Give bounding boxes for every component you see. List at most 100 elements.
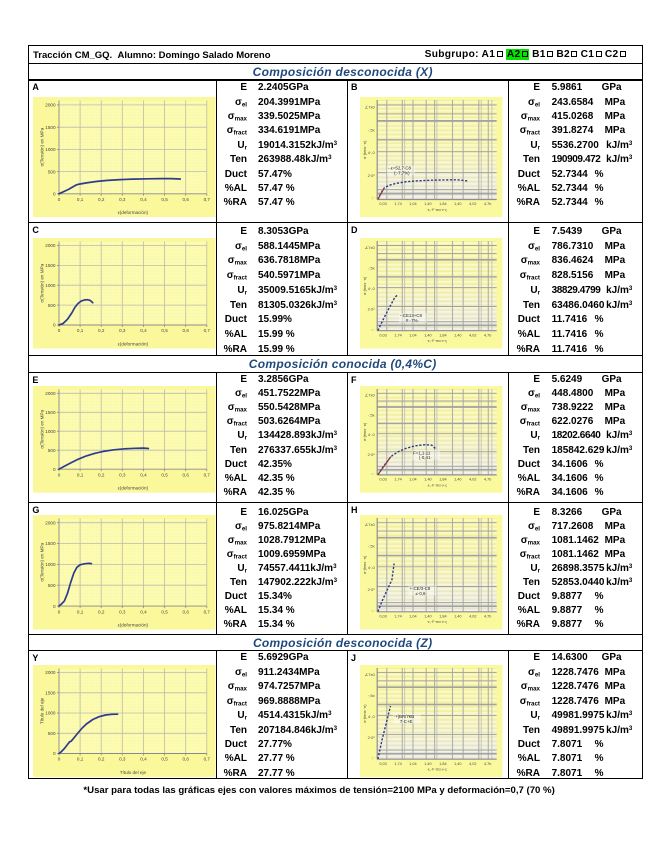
svg-text:·;5x: ·;5x xyxy=(368,412,375,417)
svg-text:1,74: 1,74 xyxy=(395,333,402,337)
svg-text:1,40: 1,40 xyxy=(454,202,461,206)
svg-text:4,02: 4,02 xyxy=(469,477,476,481)
svg-text:ε(deformación): ε(deformación) xyxy=(118,210,149,215)
svg-text:1,04: 1,04 xyxy=(410,614,417,618)
svg-text:0,1: 0,1 xyxy=(77,472,84,477)
svg-text:1,40: 1,40 xyxy=(454,333,461,337)
svg-text:·ε,·F·πα·ν·ς: ·ε,·F·πα·ν·ς xyxy=(427,482,447,487)
svg-text:0,1: 0,1 xyxy=(77,328,84,333)
svg-text:1500: 1500 xyxy=(45,541,56,546)
svg-text:0,2: 0,2 xyxy=(98,328,105,333)
svg-text:0,4: 0,4 xyxy=(140,472,147,477)
svg-text:0,2: 0,2 xyxy=(98,757,105,762)
svg-text:4,02: 4,02 xyxy=(469,762,476,766)
svg-text:·,·: ·,· xyxy=(371,195,375,200)
svg-text:·,·: ·,· xyxy=(371,607,375,612)
svg-text:1,74: 1,74 xyxy=(395,202,402,206)
svg-text:0,2: 0,2 xyxy=(98,609,105,614)
svg-text:1,74: 1,74 xyxy=(395,477,402,481)
svg-text:2·0¹: 2·0¹ xyxy=(368,452,376,457)
svg-text:0,4: 0,4 xyxy=(140,197,147,202)
svg-text:0: 0 xyxy=(58,757,61,762)
svg-text:0,2: 0,2 xyxy=(98,197,105,202)
svg-text:1500: 1500 xyxy=(45,410,56,415)
svg-text:1,84: 1,84 xyxy=(439,333,446,337)
svg-text:σ(Tensión) en MPa: σ(Tensión) en MPa xyxy=(40,263,45,302)
svg-text:500: 500 xyxy=(48,731,56,736)
svg-text:0,5: 0,5 xyxy=(161,609,168,614)
svg-text:0,4: 0,4 xyxy=(140,757,147,762)
svg-text:2000: 2000 xyxy=(45,520,56,525)
svg-text:σ·(tens··n): σ·(tens··n) xyxy=(362,555,367,574)
svg-text:4·,0: 4·,0 xyxy=(368,286,376,291)
svg-text:(·0,41·: (·0,41· xyxy=(419,455,432,460)
svg-text:7·C+E: 7·C+E xyxy=(400,719,413,724)
svg-text:0,6: 0,6 xyxy=(183,328,190,333)
svg-text:∠7x0: ∠7x0 xyxy=(365,104,376,109)
svg-text:ε(deformación): ε(deformación) xyxy=(118,622,149,627)
svg-text:4·,0: 4·,0 xyxy=(368,150,376,155)
svg-text:1,40: 1,40 xyxy=(454,762,461,766)
svg-text:2·0¹: 2·0¹ xyxy=(368,307,376,312)
svg-text:0,5: 0,5 xyxy=(161,757,168,762)
svg-text:·ε,·F·πα·ν·ς: ·ε,·F·πα·ν·ς xyxy=(427,619,447,624)
svg-text:1,84: 1,84 xyxy=(439,614,446,618)
svg-text:4,7b: 4,7b xyxy=(484,202,491,206)
svg-text:500: 500 xyxy=(48,583,56,588)
svg-text:0,4: 0,4 xyxy=(140,609,147,614)
svg-text:0,6: 0,6 xyxy=(183,197,190,202)
svg-text:0,4: 0,4 xyxy=(140,328,147,333)
svg-text:0,03: 0,03 xyxy=(380,333,387,337)
svg-text:0: 0 xyxy=(53,467,56,472)
svg-text:0: 0 xyxy=(53,604,56,609)
svg-text:2·0¹: 2·0¹ xyxy=(368,173,376,178)
svg-text:0,3: 0,3 xyxy=(119,757,126,762)
svg-text:4,7b: 4,7b xyxy=(484,333,491,337)
svg-text:·;5x: ·;5x xyxy=(368,693,375,698)
svg-text:0,7: 0,7 xyxy=(204,197,211,202)
svg-text:2000: 2000 xyxy=(45,102,56,107)
svg-text:0: 0 xyxy=(58,197,61,202)
svg-text:1500: 1500 xyxy=(45,263,56,268)
svg-text:·;5x: ·;5x xyxy=(368,544,375,549)
svg-text:-·ε=52,7·C8: -·ε=52,7·C8 xyxy=(388,165,412,170)
svg-text:Título del eje: Título del eje xyxy=(120,770,147,775)
svg-text:ε(deformación): ε(deformación) xyxy=(118,341,149,346)
svg-text:4,02: 4,02 xyxy=(469,202,476,206)
svg-text:0,5: 0,5 xyxy=(161,328,168,333)
svg-text:0,7: 0,7 xyxy=(204,472,211,477)
svg-text:0,3: 0,3 xyxy=(119,472,126,477)
svg-text:0: 0 xyxy=(53,191,56,196)
svg-text:1,84: 1,84 xyxy=(439,202,446,206)
svg-text:1000: 1000 xyxy=(45,562,56,567)
svg-text:4,02: 4,02 xyxy=(469,333,476,337)
svg-text:1000: 1000 xyxy=(45,429,56,434)
svg-text:σ(Tensión) en MPa: σ(Tensión) en MPa xyxy=(40,409,45,448)
svg-text:·,·: ·,· xyxy=(371,326,375,331)
svg-text:0: 0 xyxy=(58,472,61,477)
svg-text:1500: 1500 xyxy=(45,691,56,696)
svg-text:0,3: 0,3 xyxy=(119,609,126,614)
svg-text:4·,0: 4·,0 xyxy=(368,714,376,719)
svg-text:+·CE/3-C8: +·CE/3-C8 xyxy=(410,586,431,591)
svg-text:·;5x: ·;5x xyxy=(368,265,375,270)
svg-text:0,1: 0,1 xyxy=(77,197,84,202)
svg-text:0,7: 0,7 xyxy=(204,757,211,762)
svg-text:4,7b: 4,7b xyxy=(484,614,491,618)
svg-text:1,40: 1,40 xyxy=(425,333,432,337)
svg-text:1,74: 1,74 xyxy=(395,762,402,766)
svg-text:4,7b: 4,7b xyxy=(484,762,491,766)
svg-text:∠7x0: ∠7x0 xyxy=(365,672,376,677)
svg-text:σ·(tens··n): σ·(tens··n) xyxy=(362,422,367,441)
svg-text:500: 500 xyxy=(48,303,56,308)
svg-text:0,6: 0,6 xyxy=(183,609,190,614)
svg-text:·,·: ·,· xyxy=(371,755,375,760)
svg-text:0,5: 0,5 xyxy=(161,197,168,202)
svg-text:4·,0: 4·,0 xyxy=(368,432,376,437)
svg-text:0,7: 0,7 xyxy=(204,609,211,614)
svg-text:∠7x0: ∠7x0 xyxy=(365,245,376,250)
svg-text:σ·(tens··n): σ·(tens··n) xyxy=(362,276,367,295)
svg-text:0: 0 xyxy=(53,751,56,756)
svg-text:4·,0: 4·,0 xyxy=(368,565,376,570)
svg-text:0: 0 xyxy=(58,328,61,333)
